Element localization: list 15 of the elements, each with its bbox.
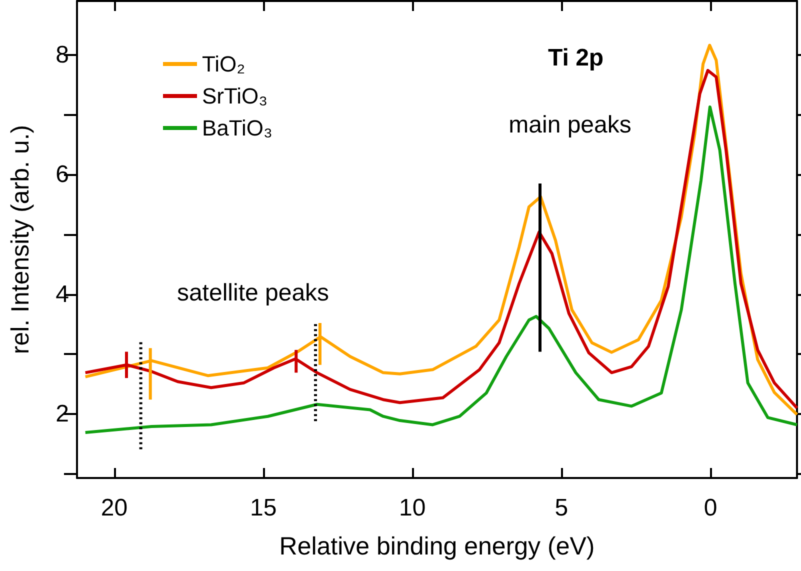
legend-label: BaTiO₃ xyxy=(202,116,272,140)
x-axis-title: Relative binding energy (eV) xyxy=(279,532,595,560)
legend-label: TiO₂ xyxy=(202,52,246,76)
text: Ti 2p xyxy=(548,44,604,72)
line-series xyxy=(84,105,798,434)
y-axis-title: rel. Intensity (arb. u.) xyxy=(6,124,34,354)
x-tick-label: 0 xyxy=(704,494,718,522)
annotation: satellite peaks xyxy=(176,280,330,306)
x-tick-label: 15 xyxy=(250,494,277,522)
legend-label: SrTiO₃ xyxy=(202,84,268,108)
annotation: main peaks xyxy=(508,112,632,138)
x-tick-label: 5 xyxy=(554,494,568,522)
x-tick-label: 10 xyxy=(399,494,426,522)
y-tick-label: 2 xyxy=(56,400,69,428)
x-tick-label: 20 xyxy=(100,494,128,522)
